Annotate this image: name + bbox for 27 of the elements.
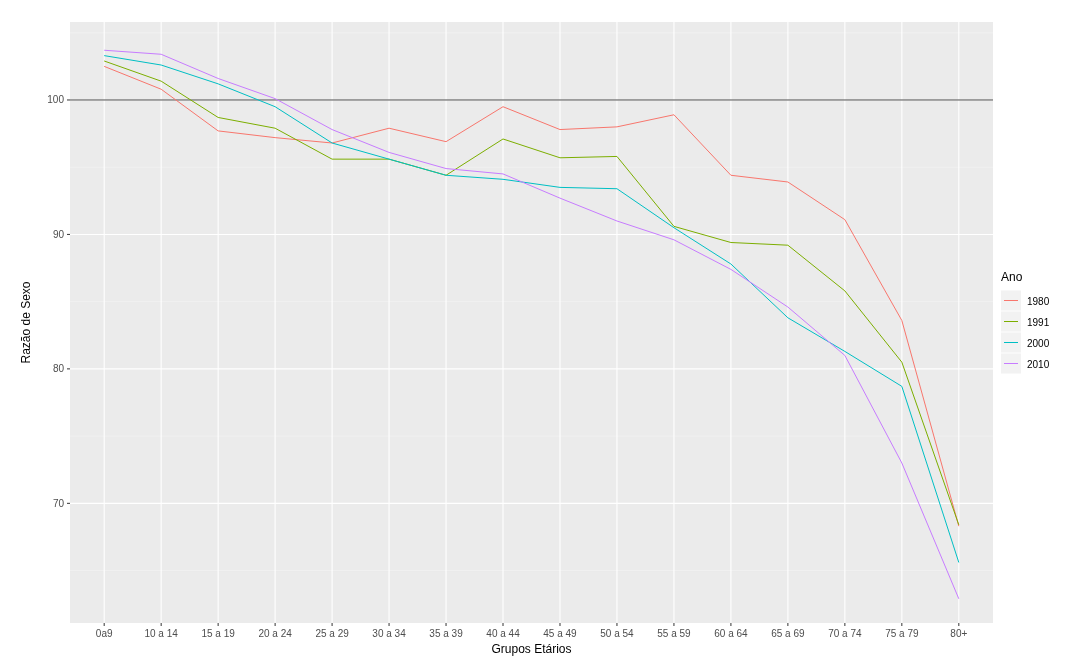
y-tick-label: 70 bbox=[52, 497, 65, 509]
x-tick-label: 20 a 24 bbox=[258, 628, 293, 639]
x-tick-label: 0a9 bbox=[95, 628, 113, 639]
legend-label: 2000 bbox=[1027, 337, 1050, 349]
x-tick-label: 35 a 39 bbox=[429, 628, 464, 639]
x-tick-label: 40 a 44 bbox=[486, 628, 521, 639]
y-axis-title: Razão de Sexo bbox=[19, 281, 33, 364]
y-tick-label: 80 bbox=[52, 363, 65, 375]
x-tick-label: 60 a 64 bbox=[714, 628, 749, 639]
x-tick-label: 25 a 29 bbox=[315, 628, 350, 639]
legend-label: 1991 bbox=[1027, 316, 1050, 328]
y-tick-label: 90 bbox=[52, 228, 65, 240]
x-tick-label: 45 a 49 bbox=[543, 628, 578, 639]
x-tick-label: 70 a 74 bbox=[828, 628, 862, 639]
x-tick-label: 65 a 69 bbox=[771, 628, 805, 639]
x-axis-title: Grupos Etários bbox=[491, 642, 572, 656]
x-tick-label: 80+ bbox=[950, 628, 968, 639]
legend-title: Ano bbox=[1001, 269, 1023, 284]
x-tick-label: 15 a 19 bbox=[201, 628, 236, 639]
x-tick-label: 10 a 14 bbox=[144, 628, 179, 639]
x-tick-label: 30 a 34 bbox=[372, 628, 407, 639]
x-tick-label: 55 a 59 bbox=[657, 628, 692, 639]
legend-label: 1980 bbox=[1027, 295, 1050, 307]
legend-label: 2010 bbox=[1027, 358, 1050, 370]
x-tick-label: 50 a 54 bbox=[600, 628, 635, 639]
y-tick-label: 100 bbox=[47, 94, 65, 106]
x-tick-label: 75 a 79 bbox=[885, 628, 919, 639]
